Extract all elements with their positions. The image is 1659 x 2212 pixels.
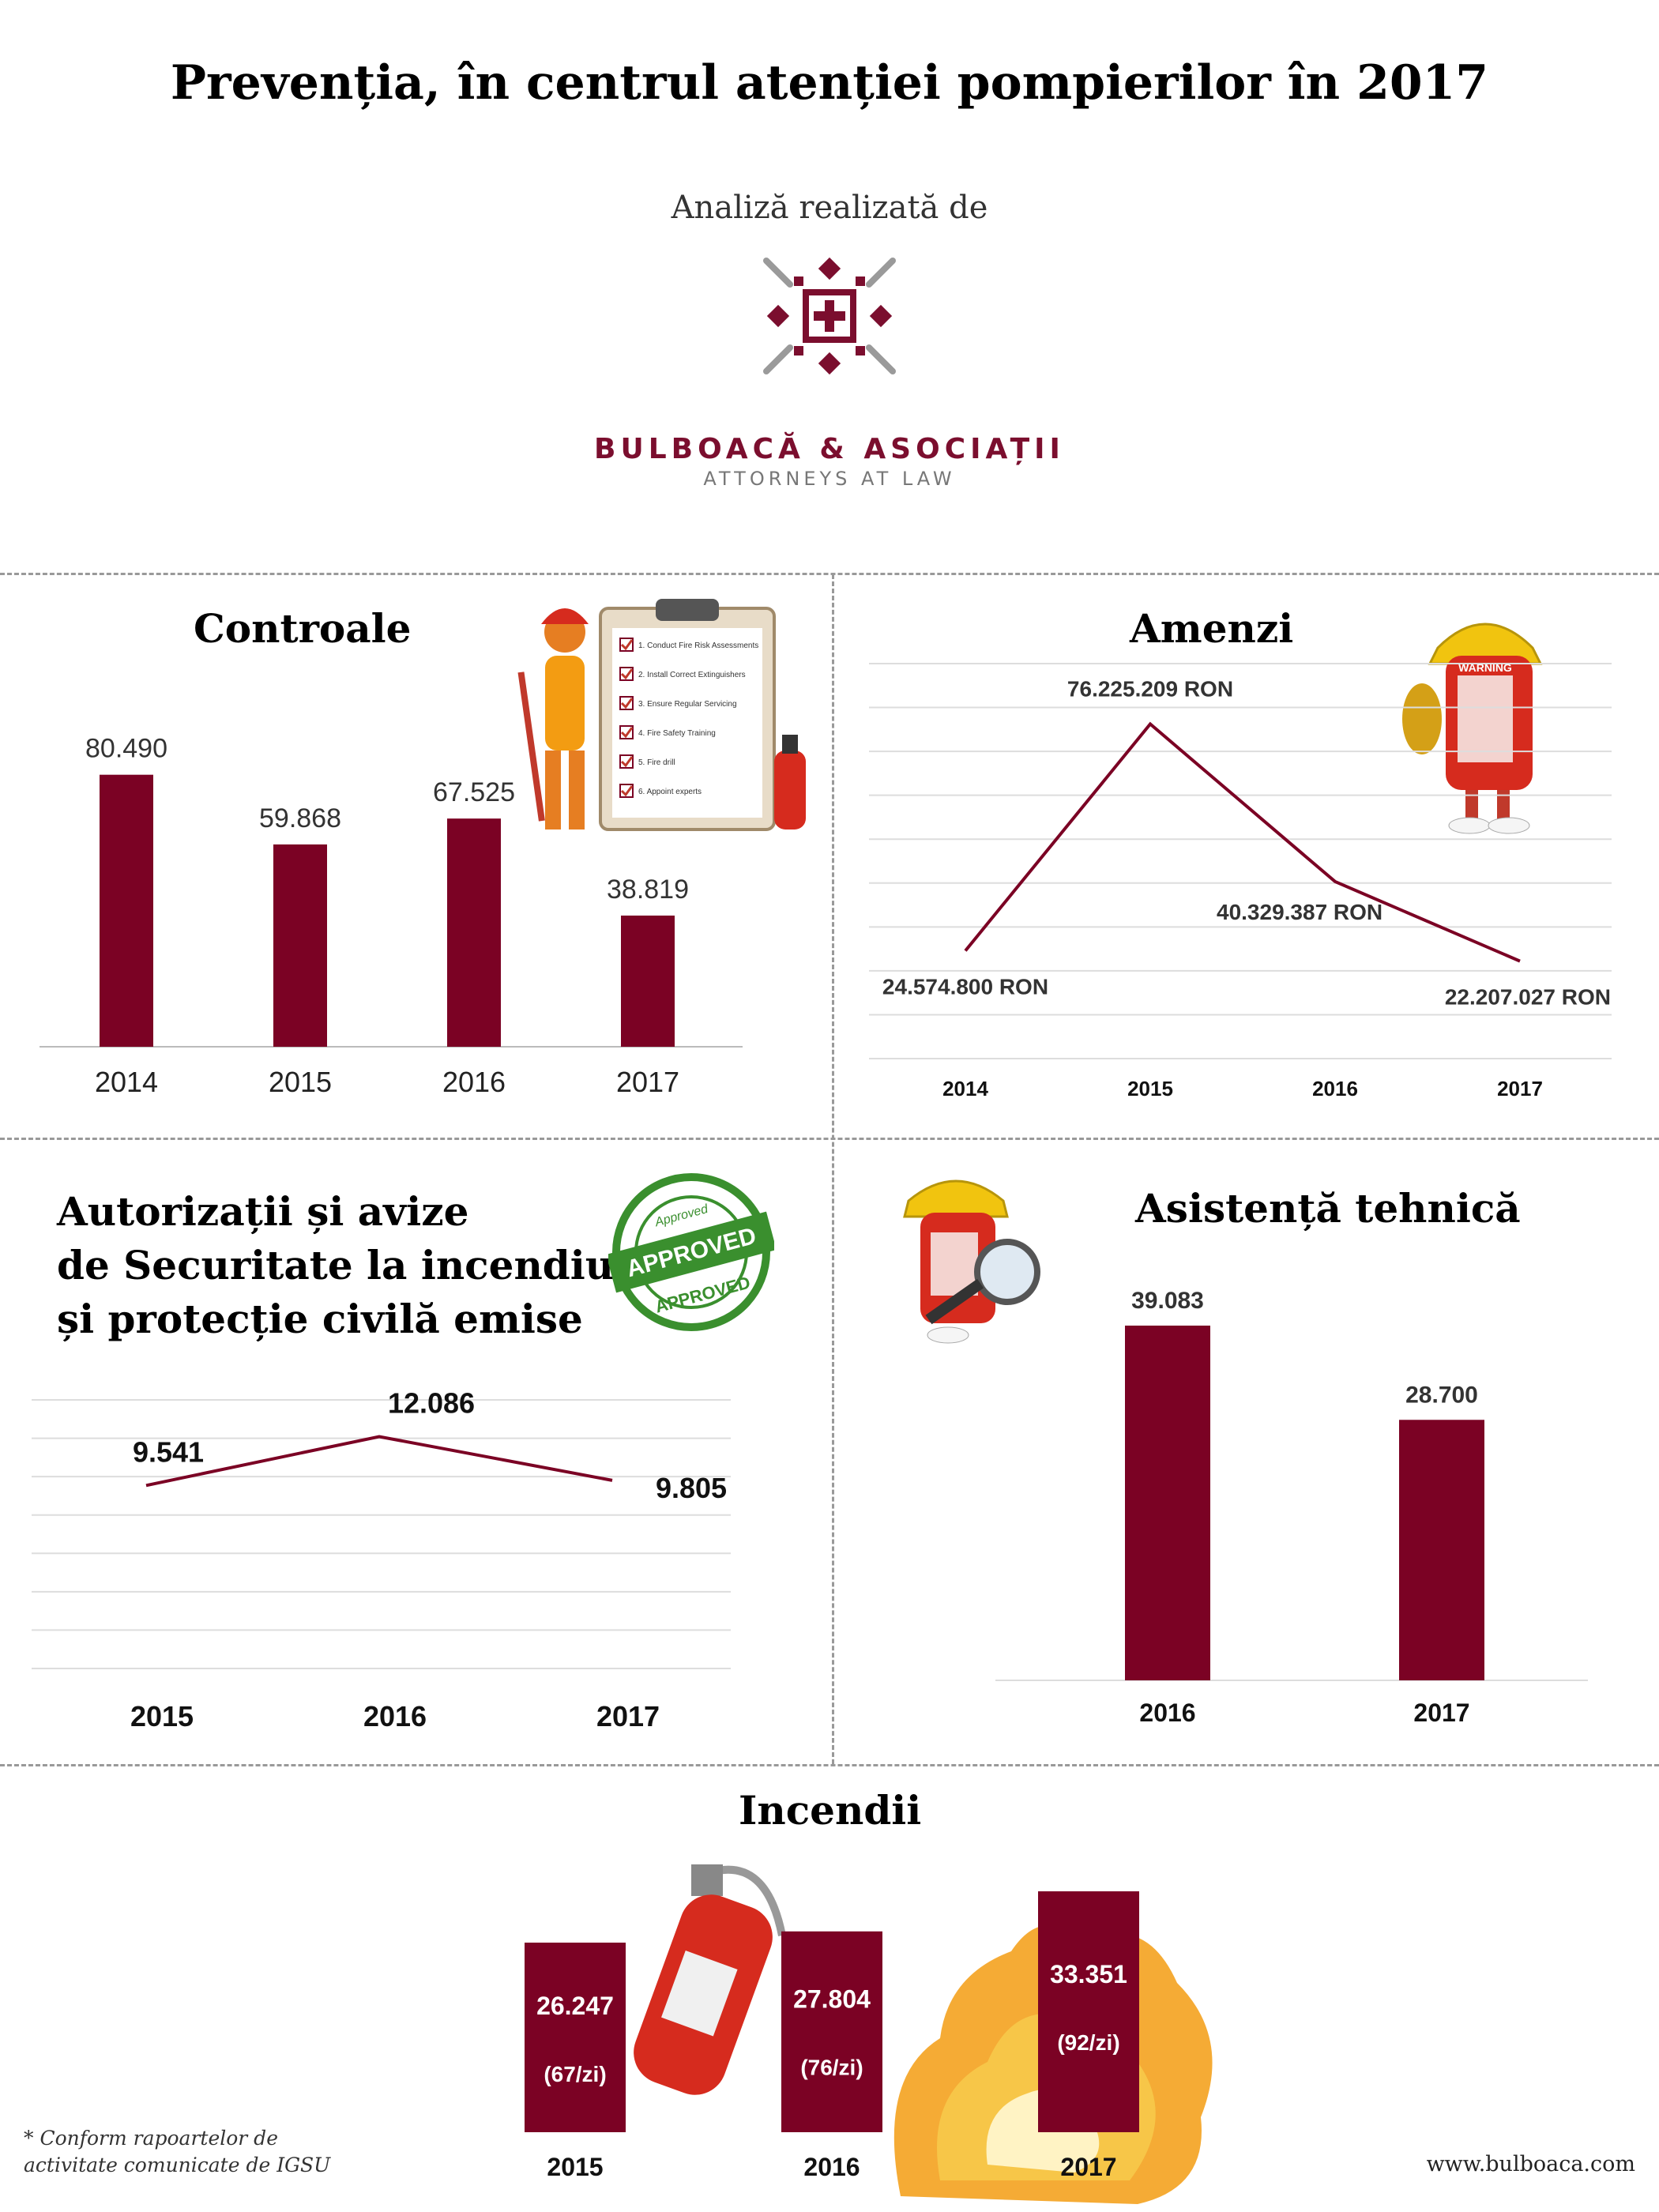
asistenta-title: Asistență tehnică [1135, 1185, 1521, 1232]
bar [1399, 1420, 1484, 1680]
bar [273, 844, 327, 1047]
data-label: 38.819 [607, 875, 689, 905]
brand-name: BULBOACĂ & ASOCIAȚII [594, 433, 1065, 465]
data-label: 59.868 [259, 803, 341, 833]
x-tick-label: 2016 [1312, 1077, 1358, 1100]
checkbox-icon [619, 754, 634, 769]
divider-vertical [832, 574, 834, 1764]
data-label: 9.541 [133, 1435, 204, 1468]
series-line [145, 1435, 613, 1488]
x-tick-label: 2015 [547, 2153, 603, 2181]
incendii-title: Incendii [739, 1787, 922, 1834]
x-tick-label: 2014 [95, 1066, 158, 1098]
per-day-label: (92/zi) [1057, 2030, 1119, 2055]
brand-tagline: ATTORNEYS AT LAW [703, 468, 956, 490]
data-label: 39.083 [1131, 1288, 1204, 1314]
checkbox-icon [619, 725, 634, 739]
fire-extinguisher-illustration [634, 1864, 786, 2095]
autorizatii-title-line: Autorizații și avize [57, 1188, 469, 1235]
footnote-line: activitate comunicate de IGSU [24, 2154, 331, 2176]
per-day-label: (76/zi) [800, 2055, 863, 2079]
website-link[interactable]: www.bulboaca.com [1426, 2152, 1635, 2176]
bulboaca-logo-icon [763, 257, 896, 375]
source-footnote: * Conform rapoartelor de activitate comu… [24, 2125, 330, 2179]
bar [100, 774, 153, 1047]
stamp-main-text: APPROVED [624, 1223, 759, 1282]
analysis-by-label: Analiză realizată de [671, 190, 988, 226]
bar [621, 915, 675, 1047]
data-label: 76.225.209 RON [1067, 677, 1233, 702]
x-tick-label: 2017 [1413, 1698, 1469, 1727]
checkmark-icon [620, 639, 634, 651]
series-line [964, 721, 1521, 963]
data-label: 24.574.800 RON [882, 974, 1048, 999]
page-title: Prevenția, în centrul atenției pompieril… [170, 55, 1489, 111]
x-tick-label: 2015 [130, 1700, 194, 1732]
data-label: 80.490 [85, 734, 167, 764]
divider-top [0, 573, 1659, 575]
checklist-item: 2. Install Correct Extinguishers [638, 671, 746, 679]
checkmark-icon [620, 785, 634, 797]
x-tick-label: 2016 [1139, 1698, 1195, 1727]
autorizatii-title: Autorizații și avize de Securitate la in… [57, 1185, 614, 1346]
checklist-item: 4. Fire Safety Training [638, 729, 716, 738]
bar [1125, 1325, 1210, 1680]
x-tick-label: 2017 [596, 1700, 660, 1732]
checklist-item: 5. Fire drill [638, 758, 675, 767]
x-tick-label: 2017 [616, 1066, 679, 1098]
checkbox-icon [619, 696, 634, 710]
checkbox-icon [619, 667, 634, 681]
data-label: 9.805 [656, 1472, 727, 1504]
autorizatii-title-line: și protecție civilă emise [57, 1296, 583, 1342]
amenzi-line-chart: 24.574.800 RON 2014 76.225.209 RON 2015 40.3… [869, 663, 1612, 1100]
autorizatii-line-chart: 9.541 2015 12.086 2016 9.805 2017 [32, 1386, 731, 1732]
x-tick-label: 2016 [442, 1066, 506, 1098]
divider-bottom [0, 1764, 1659, 1766]
bar [781, 1931, 882, 2132]
checklist-item: 6. Appoint experts [638, 788, 702, 796]
x-tick-label: 2016 [803, 2153, 860, 2181]
data-label: 22.207.027 RON [1445, 985, 1611, 1010]
data-label: 26.247 [536, 1992, 614, 2020]
divider-middle [0, 1138, 1659, 1140]
asistenta-bar-chart: 39.083 2016 28.700 2017 [995, 1288, 1588, 1727]
checkmark-icon [620, 668, 634, 680]
x-tick-label: 2015 [269, 1066, 332, 1098]
data-label: 27.804 [793, 1984, 871, 2013]
x-tick-label: 2014 [942, 1077, 988, 1100]
x-tick-label: 2016 [363, 1700, 427, 1732]
x-tick-label: 2015 [1127, 1077, 1173, 1100]
footnote-line: * Conform rapoartelor de [24, 2127, 278, 2150]
approved-stamp-icon: APPROVED Approved APPROVED [608, 1173, 774, 1331]
data-label: 67.525 [433, 777, 515, 807]
controale-title: Controale [194, 605, 412, 652]
incendii-bar-chart: 26.247 (67/zi) 2015 27.804 (76/zi) 2016 33.351… [525, 1891, 1139, 2181]
data-label: 40.329.387 RON [1217, 900, 1382, 924]
bar [447, 818, 501, 1047]
checkmark-icon [620, 756, 634, 768]
per-day-label: (67/zi) [544, 2062, 606, 2086]
checklist-item: 1. Conduct Fire Risk Assessments [638, 641, 758, 650]
bar [525, 1943, 626, 2132]
x-tick-label: 2017 [1060, 2153, 1116, 2181]
firefighter-checklist-illustration: 1. Conduct Fire Risk Assessments 2. Insta… [517, 599, 806, 831]
inspector-mascot-illustration [903, 1179, 1040, 1344]
checkmark-icon [620, 698, 634, 709]
data-label: 12.086 [388, 1386, 475, 1419]
checkmark-icon [620, 727, 634, 739]
bar [1038, 1891, 1139, 2132]
x-tick-label: 2017 [1497, 1077, 1543, 1100]
data-label: 28.700 [1405, 1382, 1478, 1408]
checklist-item: 3. Ensure Regular Servicing [638, 700, 737, 709]
checkbox-icon [619, 638, 634, 652]
data-label: 33.351 [1050, 1960, 1127, 1988]
amenzi-title: Amenzi [1130, 605, 1294, 652]
controale-bar-chart: 80.490 2014 59.868 2015 67.525 2016 38.819 2017 [40, 734, 743, 1098]
autorizatii-title-line: de Securitate la incendiu [57, 1242, 615, 1288]
checkbox-icon [619, 784, 634, 798]
